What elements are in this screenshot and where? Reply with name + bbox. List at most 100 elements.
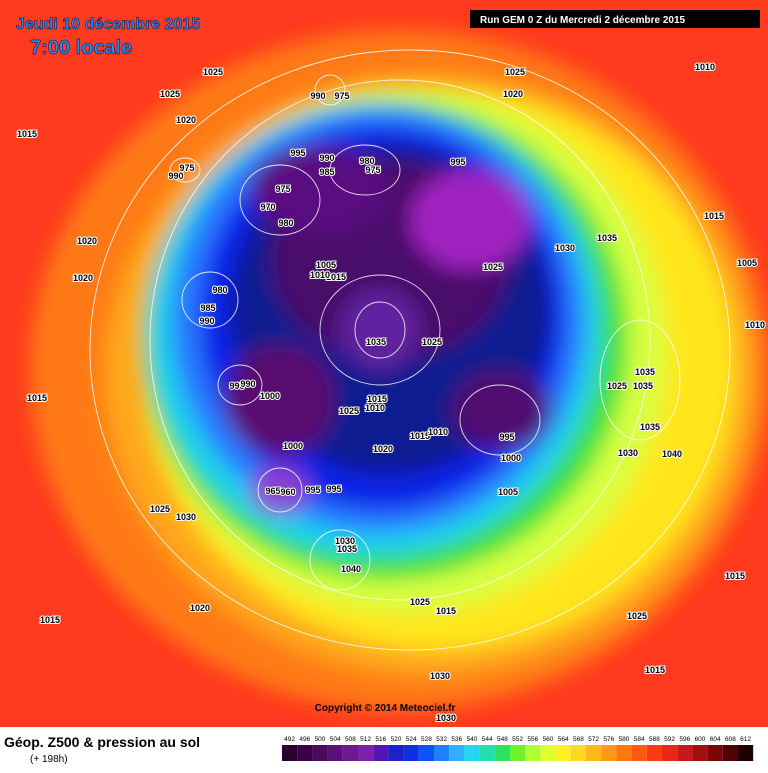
isobar-label: 1030	[430, 671, 450, 681]
isobar-label: 1005	[316, 260, 336, 270]
scale-label: 588	[649, 736, 660, 743]
scale-label: 580	[619, 736, 630, 743]
lead-time: (+ 198h)	[30, 754, 68, 765]
scale-label: 496	[299, 736, 310, 743]
isobar-label: 1035	[640, 422, 660, 432]
scale-label: 532	[436, 736, 447, 743]
scale-swatch	[692, 745, 708, 761]
scale-swatch	[601, 745, 617, 761]
scale-label: 536	[451, 736, 462, 743]
scale-swatch	[403, 745, 419, 761]
scale-swatch	[342, 745, 358, 761]
isobar-label: 1010	[745, 320, 765, 330]
scale-swatch	[631, 745, 647, 761]
scale-swatch	[358, 745, 374, 761]
scale-swatch	[616, 745, 632, 761]
scale-swatch	[418, 745, 434, 761]
footer-title: Géop. Z500 & pression au sol	[4, 734, 200, 750]
isobar-label: 995	[290, 148, 305, 158]
isobar-label: 990	[310, 91, 325, 101]
scale-label: 560	[543, 736, 554, 743]
isobar-label: 1025	[203, 67, 223, 77]
scale-swatch	[373, 745, 389, 761]
scale-swatch	[738, 745, 754, 761]
copyright: Copyright © 2014 Meteociel.fr	[315, 703, 456, 714]
isobar-label: 1020	[373, 444, 393, 454]
scale-swatch	[707, 745, 723, 761]
scale-swatch	[434, 745, 450, 761]
isobar-label: 1010	[428, 427, 448, 437]
isobar-label: 990	[168, 171, 183, 181]
scale-swatch	[586, 745, 602, 761]
scale-swatch	[570, 745, 586, 761]
scale-label: 548	[497, 736, 508, 743]
isobar-label: 1020	[503, 89, 523, 99]
isobar-label: 960	[280, 487, 295, 497]
scale-swatch	[297, 745, 313, 761]
isobar-label: 1010	[695, 62, 715, 72]
scale-swatch	[327, 745, 343, 761]
isobar-label: 1015	[725, 571, 745, 581]
scale-label: 512	[360, 736, 371, 743]
scale-label: 584	[634, 736, 645, 743]
scale-swatch	[282, 745, 298, 761]
scale-label: 500	[315, 736, 326, 743]
isobar-label: 1000	[501, 453, 521, 463]
isobar-label: 975	[275, 184, 290, 194]
isobar-label: 980	[359, 156, 374, 166]
isobar-label: 1005	[498, 487, 518, 497]
scale-swatch	[555, 745, 571, 761]
isobar-label: 1030	[555, 243, 575, 253]
scale-label: 556	[527, 736, 538, 743]
scale-swatch	[388, 745, 404, 761]
isobar-label: 1010	[365, 403, 385, 413]
isobar-label: 980	[278, 218, 293, 228]
scale-label: 592	[664, 736, 675, 743]
scale-label: 540	[467, 736, 478, 743]
isobar-label: 1025	[410, 597, 430, 607]
isobar-label: 995	[450, 157, 465, 167]
isobar-label: 1015	[27, 393, 47, 403]
scale-label: 524	[406, 736, 417, 743]
isobar-label: 1025	[505, 67, 525, 77]
isobar-label: 1025	[607, 381, 627, 391]
isobar-label: 980	[212, 285, 227, 295]
scale-label: 528	[421, 736, 432, 743]
isobar-label: 990	[240, 379, 255, 389]
run-info: Run GEM 0 Z du Mercredi 2 décembre 2015	[480, 15, 686, 26]
isobar-label: 1030	[618, 448, 638, 458]
isobar-label: 995	[326, 484, 341, 494]
scale-label: 508	[345, 736, 356, 743]
isobar-label: 1030	[176, 512, 196, 522]
isobar-label: 975	[179, 163, 194, 173]
isobar-label: 1035	[366, 337, 386, 347]
scale-swatch	[722, 745, 738, 761]
scale-swatch	[677, 745, 693, 761]
scale-swatch	[464, 745, 480, 761]
isobar-label: 1030	[335, 536, 355, 546]
scale-label: 516	[375, 736, 386, 743]
scale-label: 552	[512, 736, 523, 743]
isobar-label: 1025	[339, 406, 359, 416]
isobar-label: 1020	[73, 273, 93, 283]
isobar-label: 1030	[436, 713, 456, 723]
isobar-label: 970	[260, 202, 275, 212]
isobar-label: 995	[499, 432, 514, 442]
scale-label: 504	[330, 736, 341, 743]
isobar-label: 1005	[737, 258, 757, 268]
scale-swatch	[646, 745, 662, 761]
scale-swatch	[479, 745, 495, 761]
scale-label: 600	[695, 736, 706, 743]
isobar-label: 990	[319, 153, 334, 163]
isobar-label: 1035	[597, 233, 617, 243]
scale-label: 520	[391, 736, 402, 743]
isobar-label: 1010	[310, 270, 330, 280]
scale-swatch	[525, 745, 541, 761]
isobar-label: 1015	[40, 615, 60, 625]
isobar-label: 1015	[645, 665, 665, 675]
map-date: Jeudi 10 décembre 2015	[16, 16, 200, 33]
isobar-label: 985	[200, 303, 215, 313]
isobar-label: 1000	[283, 441, 303, 451]
isobar-label: 965	[265, 486, 280, 496]
map-time: 7:00 locale	[30, 37, 132, 59]
